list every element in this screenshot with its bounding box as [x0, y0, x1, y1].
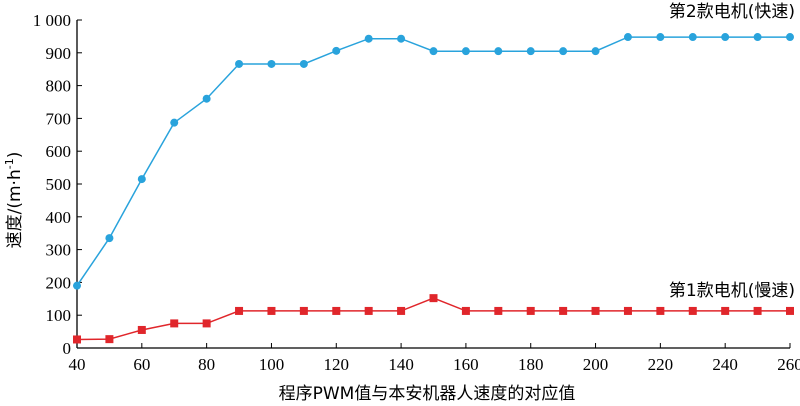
x-tick-label: 200 — [583, 355, 609, 374]
series-2-point — [235, 306, 244, 315]
series-2-point — [461, 306, 470, 315]
series-1-point — [786, 33, 794, 42]
y-tick-label: 400 — [46, 208, 72, 227]
y-tick-label: 200 — [46, 273, 72, 292]
series-1-point — [105, 234, 114, 243]
y-tick-label: 900 — [46, 44, 72, 63]
series-1-point — [397, 34, 406, 43]
series-2-point — [753, 306, 762, 315]
series-1-point — [721, 33, 730, 42]
series-1-point — [753, 33, 762, 42]
series-1-point — [494, 47, 503, 56]
series-1-point — [202, 94, 211, 103]
y-axis-ticks: 0 100 200 300 400 500 600 700 800 900 1 000 — [33, 11, 82, 358]
series-group — [73, 33, 794, 344]
y-tick-label: 300 — [46, 241, 72, 260]
y-axis-title-close: ) — [5, 152, 25, 159]
x-axis-ticks: 40 60 80 100 120 140 160 180 200 220 240 260 — [69, 343, 800, 374]
series-2-point — [332, 306, 341, 315]
x-tick-label: 100 — [259, 355, 285, 374]
x-tick-label: 40 — [69, 355, 86, 374]
x-tick-label: 60 — [133, 355, 150, 374]
series-1-point — [332, 46, 341, 55]
y-tick-label: 700 — [46, 109, 72, 128]
series-2-point — [397, 306, 406, 315]
series-2-point — [429, 294, 438, 303]
series-1-point — [170, 118, 179, 127]
x-tick-label: 80 — [198, 355, 215, 374]
y-tick-label: 500 — [46, 175, 72, 194]
x-tick-label: 120 — [324, 355, 350, 374]
series-2-point — [623, 306, 632, 315]
series-1-point — [267, 59, 276, 68]
series-labels: 第2款电机(快速) 第1款电机(慢速) — [669, 2, 795, 301]
series-2-point — [721, 306, 730, 315]
series-2-point — [494, 306, 503, 315]
x-tick-label: 240 — [712, 355, 738, 374]
series-2-point — [688, 306, 697, 315]
series-2-point — [105, 335, 114, 344]
y-tick-label: 600 — [46, 142, 72, 161]
y-tick-label: 100 — [46, 306, 72, 325]
y-axis-title-sup: -1 — [3, 158, 16, 169]
series-2-point — [299, 306, 308, 315]
series-1-point — [137, 175, 146, 184]
y-tick-label: 0 — [63, 339, 72, 358]
series-1-point — [559, 47, 568, 56]
series-2-point — [170, 319, 179, 328]
x-tick-label: 220 — [648, 355, 674, 374]
series-2-point — [73, 335, 81, 344]
x-tick-label: 140 — [388, 355, 414, 374]
series-1-point — [623, 33, 632, 42]
series-2-point — [786, 306, 794, 315]
series-1-point — [364, 34, 373, 43]
series-2-point — [202, 319, 211, 328]
series-2-point — [526, 306, 535, 315]
series-1-point — [526, 47, 535, 56]
series-1-point — [461, 47, 470, 56]
series-1-point — [73, 281, 81, 290]
x-tick-label: 160 — [453, 355, 479, 374]
series-2-point — [137, 325, 146, 334]
y-tick-label: 800 — [46, 77, 72, 96]
series-line-2 — [76, 297, 790, 341]
series-2-point — [364, 306, 373, 315]
y-axis-title-main: 速度/(m·h — [5, 169, 25, 248]
x-axis-title: 程序PWM值与本安机器人速度的对应值 — [279, 384, 576, 404]
series-1-point — [429, 47, 438, 56]
series-1-point — [299, 59, 308, 68]
series-2-point — [559, 306, 568, 315]
series-line-1 — [76, 36, 790, 287]
series-1-point — [591, 47, 600, 56]
y-tick-label: 1 000 — [33, 11, 71, 30]
series-2-point — [656, 306, 665, 315]
series-2-point — [591, 306, 600, 315]
series-label-1: 第2款电机(快速) — [669, 2, 795, 22]
series-1-point — [656, 33, 665, 42]
y-axis-title: 速度/(m·h-1) — [3, 152, 25, 249]
series-1-point — [688, 33, 697, 42]
x-tick-label: 180 — [518, 355, 544, 374]
series-1-point — [235, 59, 244, 68]
series-label-2: 第1款电机(慢速) — [669, 280, 795, 301]
series-2-point — [267, 306, 276, 315]
x-tick-label: 260 — [777, 355, 800, 374]
